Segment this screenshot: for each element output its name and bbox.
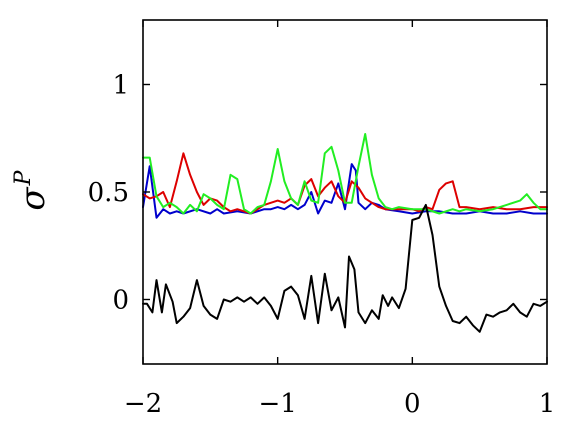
tick-layer <box>142 20 548 364</box>
y-tick-label: 1 <box>112 71 129 101</box>
series-line-3 <box>142 133 548 215</box>
y-axis-label-superscript: P <box>11 169 36 186</box>
series-line-2 <box>142 152 548 215</box>
series-layer <box>142 133 548 333</box>
y-axis-label: σ <box>13 187 53 211</box>
x-tick-label: 0 <box>404 389 421 419</box>
label-layer: −2 −1 0 1 0 0.5 1 <box>88 71 556 420</box>
x-tick-label: 1 <box>539 389 556 419</box>
x-tick-label: −2 <box>124 389 162 419</box>
x-tick-label: −1 <box>259 389 297 419</box>
series-line-1 <box>142 163 548 219</box>
y-tick-label: 0 <box>112 286 129 316</box>
y-tick-label: 0.5 <box>88 178 129 208</box>
series-line-4 <box>142 203 548 333</box>
